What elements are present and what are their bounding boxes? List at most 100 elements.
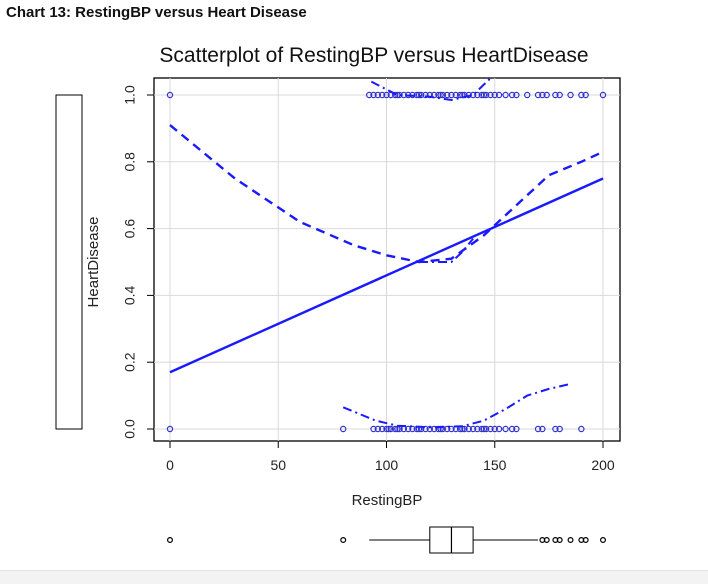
- y-boxplot: [55, 94, 83, 430]
- x-boxplot-outlier-6: [567, 536, 574, 543]
- x-boxplot-outlier-8: [582, 536, 589, 543]
- point-y1-0: [166, 91, 174, 99]
- fit-lines: [169, 77, 604, 429]
- smooth-fit-line: [169, 124, 604, 264]
- point-y0-0: [166, 425, 174, 433]
- point-y1-14: [415, 91, 423, 99]
- grid: [154, 78, 620, 441]
- point-y1-42: [539, 91, 546, 99]
- point-y1-28: [465, 91, 472, 99]
- point-y1-36: [495, 91, 503, 99]
- point-y1-47: [578, 91, 585, 99]
- y-tick-label-5: 1.0: [122, 85, 138, 105]
- point-y1-46: [567, 91, 574, 99]
- x-boxplot-outlier-5: [556, 536, 563, 543]
- point-y1-26: [459, 91, 466, 99]
- point-y0-24: [448, 425, 455, 433]
- point-y0-29: [465, 425, 472, 433]
- point-y0-3: [374, 425, 382, 433]
- point-y0-34: [482, 425, 490, 433]
- point-y0-35: [487, 425, 494, 433]
- point-y1-25: [456, 91, 464, 99]
- x-tick-label-1: 50: [270, 457, 286, 473]
- point-y1-37: [502, 91, 509, 99]
- point-y1-43: [543, 91, 550, 99]
- point-y1-1: [365, 91, 373, 99]
- point-y0-13: [409, 425, 416, 433]
- point-y1-18: [430, 91, 438, 99]
- point-y0-32: [478, 425, 485, 433]
- point-y0-44: [556, 425, 563, 433]
- point-y1-44: [552, 91, 559, 99]
- x-axis-ticks: 0 50 100 150 200: [166, 441, 615, 473]
- chart-caption: Chart 13: RestingBP versus Heart Disease: [6, 4, 307, 21]
- point-y0-41: [534, 425, 542, 433]
- point-y0-45: [578, 425, 585, 433]
- y-tick-label-0: 0.0: [122, 419, 138, 439]
- point-y1-9: [396, 91, 403, 99]
- point-y1-8: [394, 91, 401, 99]
- inner-smooth-line: [419, 237, 474, 263]
- point-y0-28: [461, 425, 468, 433]
- point-y1-34: [487, 91, 494, 99]
- point-y1-40: [524, 91, 531, 99]
- scatter-points: [166, 91, 607, 433]
- point-y1-24: [452, 91, 459, 99]
- point-y0-37: [495, 425, 503, 433]
- x-boxplot-outlier-3: [543, 536, 550, 543]
- point-y1-31: [478, 91, 485, 99]
- x-boxplot: [167, 526, 606, 554]
- point-y0-17: [422, 425, 429, 433]
- point-y0-1: [340, 425, 347, 433]
- point-y0-40: [513, 425, 520, 433]
- point-y0-33: [480, 425, 488, 433]
- point-y1-30: [474, 91, 481, 99]
- point-y1-49: [599, 91, 607, 99]
- point-y1-32: [480, 91, 488, 99]
- point-y0-12: [404, 425, 412, 433]
- point-y0-30: [469, 425, 477, 433]
- y-tick-label-1: 0.2: [122, 352, 138, 372]
- point-y1-7: [391, 91, 399, 99]
- x-boxplot-outlier-9: [599, 536, 606, 543]
- y-tick-label-4: 0.8: [122, 152, 138, 172]
- point-y0-39: [508, 425, 516, 433]
- page-footer-bar: [0, 570, 708, 584]
- point-y0-31: [474, 425, 481, 433]
- x-boxplot-outlier-0: [167, 536, 174, 543]
- x-tick-label-2: 100: [375, 457, 399, 473]
- x-tick-label-3: 150: [483, 457, 507, 473]
- y-tick-label-2: 0.4: [122, 285, 138, 305]
- spread-upper-line: [370, 77, 492, 102]
- point-y1-48: [582, 91, 589, 99]
- y-boxplot-box: [55, 94, 83, 430]
- point-y1-45: [556, 91, 563, 99]
- point-y0-43: [552, 425, 559, 433]
- point-y1-41: [534, 91, 542, 99]
- point-y1-33: [482, 91, 490, 99]
- spread-lower-line: [342, 382, 571, 429]
- point-y1-20: [437, 91, 444, 99]
- point-y0-42: [539, 425, 546, 433]
- point-y1-38: [508, 91, 516, 99]
- point-y1-4: [378, 91, 386, 99]
- point-y1-35: [491, 91, 498, 99]
- point-y0-7: [387, 425, 395, 433]
- point-y1-21: [439, 91, 446, 99]
- y-axis-label: HeartDisease: [85, 217, 102, 308]
- chart-title: Scatterplot of RestingBP versus HeartDis…: [159, 44, 588, 67]
- y-tick-label-3: 0.6: [122, 219, 138, 239]
- point-y0-5: [383, 425, 390, 433]
- point-y1-3: [374, 91, 382, 99]
- y-axis-ticks: 0.0 0.2 0.4 0.6 0.8 1.0: [122, 85, 154, 439]
- point-y0-38: [502, 425, 509, 433]
- point-y0-36: [491, 425, 498, 433]
- point-y1-16: [422, 91, 429, 99]
- x-boxplot-outlier-1: [340, 536, 347, 543]
- point-y1-5: [383, 91, 390, 99]
- point-y1-2: [370, 91, 377, 99]
- point-y0-19: [430, 425, 438, 433]
- point-y1-22: [443, 91, 451, 99]
- point-y0-6: [385, 425, 392, 433]
